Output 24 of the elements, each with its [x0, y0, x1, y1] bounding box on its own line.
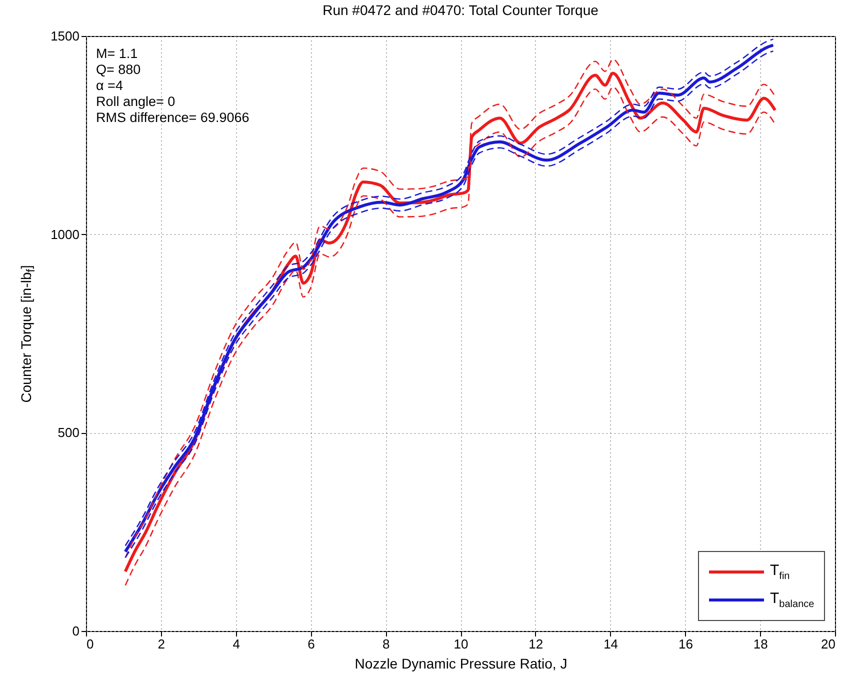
y-tick-label: 1000 — [50, 226, 80, 242]
x-tick-label: 16 — [678, 636, 693, 652]
legend-label: T$_{balance}$ — [770, 590, 814, 610]
x-tick-label: 14 — [604, 636, 618, 652]
x-tick-label: 8 — [382, 636, 390, 652]
x-tick-label: 2 — [158, 636, 166, 652]
annotation: α =4 — [96, 78, 124, 94]
y-tick-label: 500 — [58, 425, 80, 440]
annotation: Roll angle= 0 — [96, 94, 176, 110]
x-tick-label: 4 — [232, 636, 240, 652]
x-tick-label: 18 — [753, 636, 768, 652]
annotation: M= 1.1 — [96, 46, 139, 62]
x-tick-label: 10 — [454, 636, 468, 652]
x-tick-label: 20 — [821, 636, 836, 652]
x-axis-title: Nozzle Dynamic Pressure Ratio, J — [354, 656, 568, 672]
y-tick-label: 1500 — [50, 28, 80, 44]
x-tick-label: 6 — [308, 636, 315, 652]
legend-label: T$_{fin}$ — [770, 562, 790, 582]
chart-title: Run #0472 and #0470: Total Counter Torque — [322, 2, 599, 18]
y-tick-label: 0 — [72, 624, 80, 638]
x-tick-label: 12 — [528, 636, 544, 652]
annotation: Q= 880 — [96, 62, 142, 78]
x-tick-label: 0 — [86, 636, 94, 652]
annotation: RMS difference= 69.9066 — [96, 110, 250, 126]
